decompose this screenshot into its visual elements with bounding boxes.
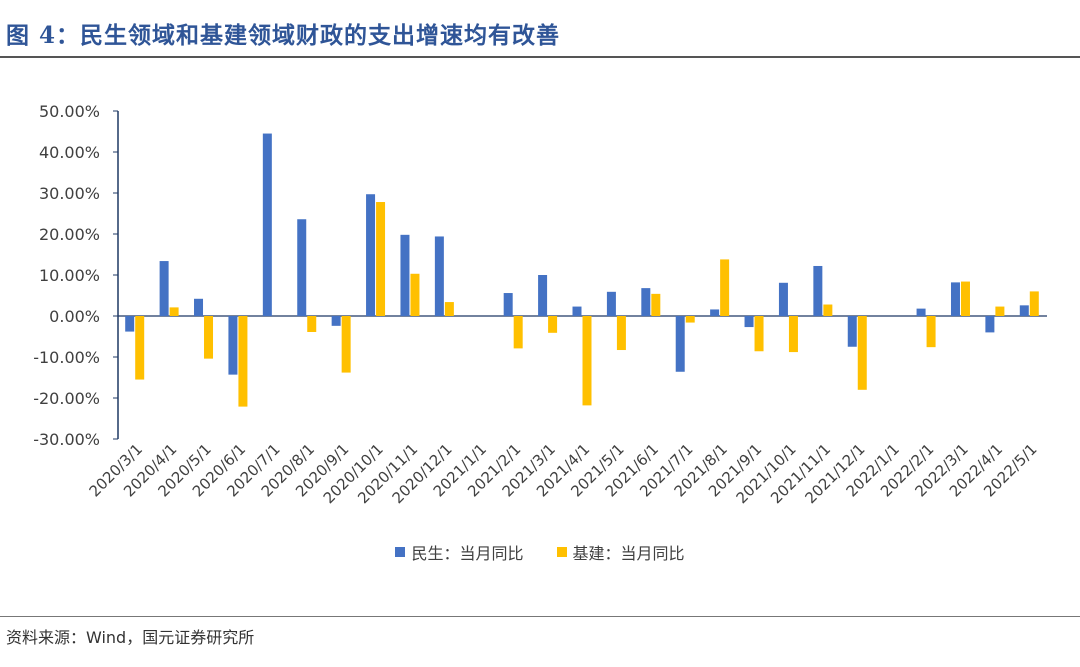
- bar-series-2: [582, 316, 592, 406]
- bar-series-2: [720, 259, 730, 316]
- bar-series-1: [985, 316, 995, 333]
- legend-item-series-1: 民生：当月同比: [395, 540, 523, 564]
- bar-series-1: [400, 234, 410, 316]
- bar-series-2: [169, 307, 179, 316]
- y-tick-label: 0.00%: [49, 307, 100, 326]
- bar-series-1: [262, 133, 272, 316]
- bar-series-2: [513, 316, 523, 349]
- bar-series-2: [341, 316, 351, 373]
- y-tick-label: -10.00%: [33, 348, 100, 367]
- bar-series-1: [538, 275, 548, 316]
- bar-series-2: [685, 316, 695, 323]
- y-tick-label: 50.00%: [39, 102, 100, 121]
- bar-series-2: [754, 316, 764, 352]
- bar-series-1: [813, 265, 823, 316]
- legend-swatch-series-2: [556, 547, 567, 557]
- bar-series-1: [847, 316, 857, 347]
- bar-series-1: [228, 316, 238, 375]
- bar-series-1: [297, 219, 307, 316]
- bar-series-2: [651, 293, 661, 316]
- bar-series-1: [434, 236, 444, 316]
- bar-series-2: [410, 273, 420, 316]
- bar-chart: 50.00% 40.00% 30.00% 20.00% 10.00% 0.00% -10.0…: [33, 102, 1047, 507]
- y-tick-label: 10.00%: [39, 266, 100, 285]
- bar-series-2: [788, 316, 798, 353]
- legend-label-series-1: 民生：当月同比: [411, 544, 524, 563]
- bar-series-1: [159, 261, 169, 316]
- bar-series-2: [1029, 291, 1039, 316]
- bar-series-2: [823, 304, 833, 316]
- bar-series-1: [331, 316, 341, 326]
- legend-item-series-2: 基建：当月同比: [556, 540, 685, 564]
- source-note: 资料来源：Wind，国元证券研究所: [6, 628, 255, 647]
- bar-series-1: [641, 288, 651, 316]
- bar-series-1: [503, 293, 513, 316]
- title-divider: [0, 56, 1080, 58]
- bar-series-1: [572, 306, 582, 316]
- chart-title: 图 4：民生领域和基建领域财政的支出增速均有改善: [6, 22, 561, 49]
- y-tick-label: 20.00%: [39, 225, 100, 244]
- bar-series-2: [616, 316, 626, 351]
- bar-series-2: [444, 302, 454, 316]
- bar-series-1: [194, 298, 204, 316]
- y-tick-label: -30.00%: [33, 430, 100, 449]
- bar-series-2: [238, 316, 248, 407]
- bar-series-1: [366, 194, 376, 316]
- y-tick-label: 40.00%: [39, 143, 100, 162]
- bar-series-1: [744, 316, 754, 328]
- legend-label-series-2: 基建：当月同比: [572, 544, 685, 563]
- y-tick-label: 30.00%: [39, 184, 100, 203]
- bar-series-2: [960, 281, 970, 316]
- footer-divider: [0, 616, 1080, 617]
- bar-series-1: [778, 282, 788, 316]
- bar-series-1: [950, 282, 960, 316]
- legend-swatch-series-1: [395, 547, 406, 557]
- bar-series-1: [125, 316, 135, 332]
- bar-series-2: [926, 316, 936, 348]
- bar-series-2: [135, 316, 145, 380]
- bar-series-2: [995, 306, 1005, 316]
- y-tick-label: -20.00%: [33, 389, 100, 408]
- bar-series-2: [857, 316, 867, 390]
- bar-series-1: [675, 316, 685, 372]
- bar-series-2: [548, 316, 558, 333]
- bar-series-2: [376, 202, 386, 316]
- bar-series-2: [307, 316, 317, 332]
- bar-series-1: [1019, 305, 1029, 316]
- bar-series-2: [204, 316, 214, 359]
- bar-series-1: [606, 291, 616, 316]
- legend: 民生：当月同比 基建：当月同比: [0, 540, 1080, 564]
- bar-series-1: [710, 309, 720, 316]
- bar-series-1: [916, 308, 926, 316]
